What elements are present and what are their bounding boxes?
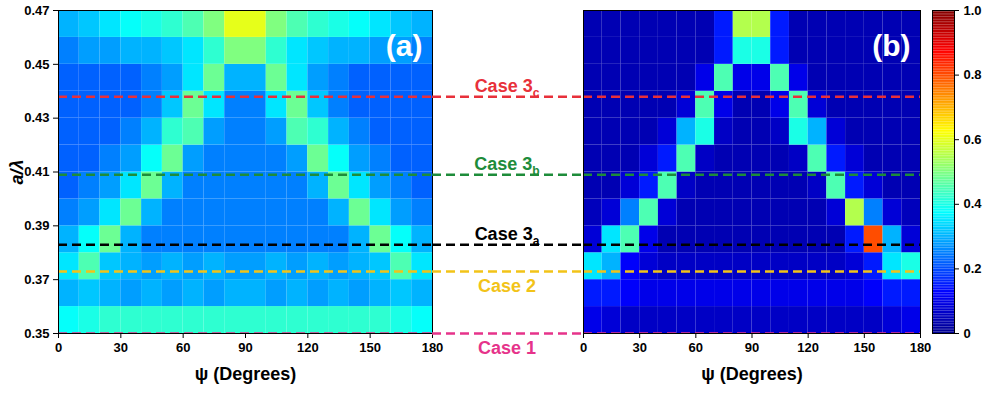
svg-text:180: 180: [910, 340, 932, 355]
svg-text:150: 150: [359, 340, 381, 355]
svg-text:0.6: 0.6: [964, 132, 982, 147]
svg-text:0.43: 0.43: [24, 110, 49, 125]
svg-text:0.41: 0.41: [24, 164, 49, 179]
svg-text:90: 90: [745, 340, 759, 355]
svg-text:0: 0: [55, 340, 62, 355]
svg-text:Case 3b: Case 3b: [474, 154, 539, 178]
svg-text:Case 1: Case 1: [478, 338, 536, 358]
svg-text:0.47: 0.47: [24, 3, 49, 18]
svg-text:120: 120: [797, 340, 819, 355]
svg-text:Case 3c: Case 3c: [475, 76, 540, 100]
svg-text:0.37: 0.37: [24, 272, 49, 287]
svg-text:0.35: 0.35: [24, 326, 49, 341]
svg-text:60: 60: [176, 340, 190, 355]
svg-text:120: 120: [297, 340, 319, 355]
svg-text:30: 30: [632, 340, 646, 355]
svg-text:(a): (a): [386, 29, 423, 62]
svg-text:a/λ: a/λ: [7, 159, 27, 184]
svg-text:30: 30: [114, 340, 128, 355]
svg-text:ψ (Degrees): ψ (Degrees): [701, 364, 803, 384]
svg-text:0.8: 0.8: [964, 67, 982, 82]
svg-text:Case 3a: Case 3a: [475, 224, 540, 248]
svg-text:0.45: 0.45: [24, 56, 49, 71]
svg-text:90: 90: [238, 340, 252, 355]
svg-text:Case 2: Case 2: [478, 276, 536, 296]
svg-text:60: 60: [689, 340, 703, 355]
svg-text:0.4: 0.4: [964, 196, 983, 211]
svg-text:ψ (Degrees): ψ (Degrees): [195, 364, 297, 384]
svg-text:0: 0: [964, 326, 971, 341]
svg-text:180: 180: [422, 340, 444, 355]
svg-text:0.39: 0.39: [24, 218, 49, 233]
svg-text:1.0: 1.0: [964, 3, 982, 18]
svg-text:150: 150: [853, 340, 875, 355]
svg-text:0.2: 0.2: [964, 261, 982, 276]
svg-text:0: 0: [580, 340, 587, 355]
svg-text:(b): (b): [872, 29, 910, 62]
